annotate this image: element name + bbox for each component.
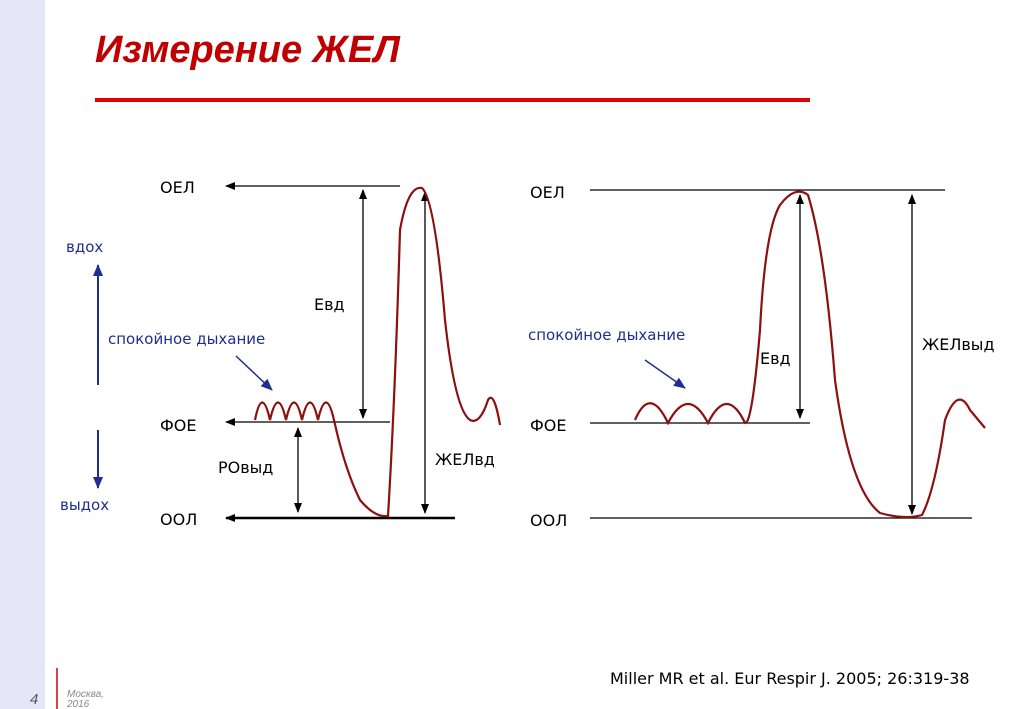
label: спокойное дыхание [528,326,685,344]
label: ЖЕЛвыд [922,335,995,354]
spirogram [633,190,986,519]
citation: Miller MR et al. Eur Respir J. 2005; 26:… [610,669,970,688]
side-strip [0,0,45,709]
arrow [644,359,686,389]
left-diagram: ОЕЛ ФОЕ ООЛ вдох выдох спокойное дыхание… [60,178,502,529]
label: ОЕЛ [160,178,195,197]
slide-title: Измерение ЖЕЛ [95,29,401,71]
label: выдох [60,496,109,514]
city: Москва, [67,689,104,700]
label: спокойное дыхание [108,330,265,348]
label: ЖЕЛвд [435,450,495,469]
label: ОЕЛ [530,183,565,202]
label: вдох [66,238,103,256]
arrow [235,355,273,391]
label: ФОЕ [160,416,196,435]
year: 2016 [66,699,90,709]
page-number: 4 [30,691,38,708]
label: ООЛ [160,510,197,529]
spirogram [253,186,502,518]
label: ФОЕ [530,416,566,435]
label: РОвыд [218,458,273,477]
label: Евд [760,349,791,368]
right-diagram: ОЕЛ ФОЕ ООЛ спокойное дыхание Евд ЖЕЛвыд [528,183,995,530]
label: Евд [314,295,345,314]
label: ООЛ [530,511,567,530]
